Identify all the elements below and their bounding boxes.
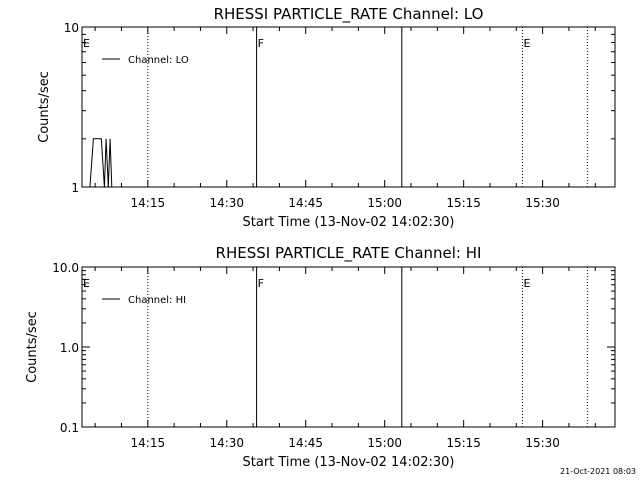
x-tick-label: 14:15 [131, 196, 166, 210]
x-tick-label: 14:45 [288, 436, 323, 450]
x-tick-label: 14:30 [209, 196, 244, 210]
y-tick-label: 10.0 [52, 261, 79, 275]
legend-entry: Channel: HI [128, 295, 186, 306]
x-tick-label: 14:45 [288, 196, 323, 210]
series-line [89, 138, 113, 188]
flag-label-e: E [83, 37, 90, 50]
x-tick-label: 15:00 [367, 436, 402, 450]
panel-hi-channel: RHESSI PARTICLE_RATE Channel: HI 14:15 14:… [25, 244, 616, 470]
x-axis-label: Start Time (13-Nov-02 14:02:30) [243, 215, 455, 230]
x-tick-label: 15:30 [525, 196, 560, 210]
y-tick-label: 0.1 [60, 421, 79, 435]
x-tick-label: 15:15 [446, 196, 481, 210]
plot-frame [81, 26, 616, 188]
flag-label-e: E [523, 37, 530, 50]
flag-label-f: F [258, 277, 264, 290]
flag-label-e: E [523, 277, 530, 290]
y-axis-label: Counts/sec [37, 71, 52, 143]
x-tick-label: 15:00 [367, 196, 402, 210]
flag-label-f: F [258, 37, 264, 50]
flag-label-e: E [83, 277, 90, 290]
chart-title: RHESSI PARTICLE_RATE Channel: HI [216, 244, 482, 263]
y-tick-label: 10 [64, 21, 79, 35]
x-tick-label: 14:15 [131, 436, 166, 450]
x-axis-label: Start Time (13-Nov-02 14:02:30) [243, 455, 455, 470]
y-tick-label: 1 [71, 181, 79, 195]
x-tick-label: 15:15 [446, 436, 481, 450]
x-tick-label: 14:30 [209, 436, 244, 450]
plot-frame [81, 266, 616, 428]
legend-entry: Channel: LO [128, 55, 189, 66]
y-axis-label: Counts/sec [25, 311, 40, 383]
chart-title: RHESSI PARTICLE_RATE Channel: LO [214, 5, 484, 24]
panel-lo-channel: RHESSI PARTICLE_RATE Channel: LO 14:15 14:… [37, 5, 616, 230]
y-tick-label: 1.0 [60, 341, 79, 355]
x-tick-label: 15:30 [525, 436, 560, 450]
footer-timestamp: 21-Oct-2021 08:03 [560, 467, 636, 476]
